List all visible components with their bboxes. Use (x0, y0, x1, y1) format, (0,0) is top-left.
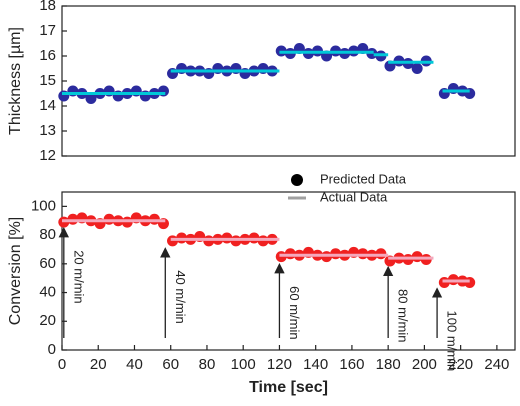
x-tick-label: 80 (199, 356, 216, 373)
annotation-text: 100 m/min (445, 311, 460, 372)
x-tick-label: 200 (412, 356, 437, 373)
data-point (411, 63, 423, 74)
x-tick-label: 60 (162, 356, 179, 373)
y-axis-label: Conversion [%] (7, 217, 24, 326)
annotation-text: 40 m/min (173, 270, 188, 323)
x-tick-label: 20 (90, 356, 107, 373)
data-point (85, 93, 97, 104)
x-tick-label: 120 (267, 356, 292, 373)
legend-marker (291, 174, 303, 186)
y-tick-label: 40 (39, 284, 56, 301)
annotation-text: 60 m/min (287, 286, 302, 339)
y-tick-label: 12 (39, 147, 56, 164)
x-tick-label: 180 (376, 356, 401, 373)
annotation-text: 20 m/min (71, 250, 86, 303)
x-tick-label: 220 (448, 356, 473, 373)
x-tick-label: 0 (58, 356, 66, 373)
y-tick-label: 15 (39, 72, 56, 89)
x-tick-label: 100 (231, 356, 256, 373)
legend-label: Actual Data (320, 189, 388, 204)
x-tick-label: 140 (303, 356, 328, 373)
x-axis-label: Time [sec] (249, 379, 328, 396)
actual-line (62, 50, 470, 95)
annotation-text: 80 m/min (396, 289, 411, 342)
y-tick-label: 0 (48, 341, 56, 358)
x-tick-label: 240 (484, 356, 509, 373)
y-tick-label: 20 (39, 312, 56, 329)
y-tick-label: 13 (39, 122, 56, 139)
actual-line (62, 219, 470, 283)
legend-label: Predicted Data (320, 171, 407, 186)
y-tick-label: 17 (39, 22, 56, 39)
y-tick-label: 80 (39, 226, 56, 243)
y-tick-label: 60 (39, 255, 56, 272)
plot-frame (61, 5, 516, 157)
y-tick-label: 14 (39, 97, 56, 114)
y-tick-label: 18 (39, 0, 56, 14)
y-axis-label: Thickness [µm] (7, 27, 24, 135)
x-tick-label: 160 (339, 356, 364, 373)
x-tick-label: 40 (126, 356, 143, 373)
y-tick-label: 16 (39, 47, 56, 64)
plot-frame (61, 191, 516, 351)
y-tick-label: 100 (31, 197, 56, 214)
